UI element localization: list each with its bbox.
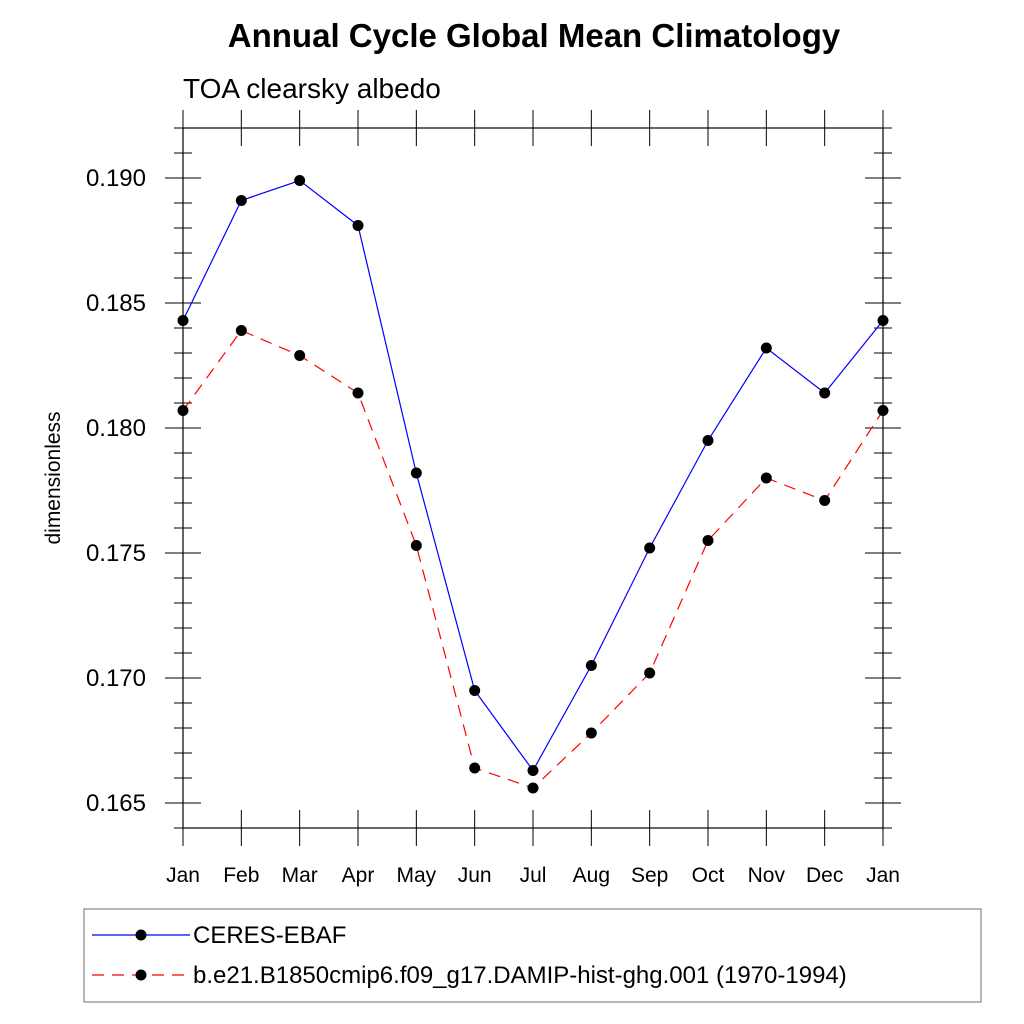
y-tick-label: 0.180 (86, 415, 146, 442)
series-layer (177, 175, 889, 794)
y-tick-labels: 0.165 0.170 0.175 0.180 0.185 0.190 (86, 165, 146, 817)
series-1-point (760, 472, 772, 484)
series-1-point (819, 495, 831, 506)
legend-marker-ceres (135, 929, 147, 941)
series-0-point (177, 315, 189, 326)
chart-title: Annual Cycle Global Mean Climatology (228, 17, 841, 54)
x-tick-label: Feb (223, 864, 259, 887)
x-tick-label: Aug (573, 864, 610, 887)
y-tick-label: 0.165 (86, 790, 146, 817)
x-tick-label: Mar (282, 864, 318, 887)
x-tick-label: Jan (166, 864, 200, 887)
x-tick-label: May (396, 864, 436, 887)
legend-marker-model (135, 969, 147, 981)
x-tick-label: Oct (692, 864, 725, 887)
series-1-point (527, 782, 539, 794)
series-line-1 (182, 329, 884, 789)
series-0-point (352, 220, 364, 231)
axis-ticks (165, 110, 901, 846)
series-line-0 (182, 179, 884, 772)
series-0-point (469, 685, 481, 696)
legend: CERES-EBAF b.e21.B1850cmip6.f09_g17.DAMI… (83, 908, 982, 1003)
series-0-point (294, 175, 306, 186)
series-0-point (877, 315, 889, 326)
series-1-point (644, 667, 656, 679)
series-1-point (177, 405, 189, 416)
series-0-point (235, 195, 247, 206)
x-tick-label: Dec (806, 864, 843, 887)
y-tick-label: 0.190 (86, 165, 146, 192)
x-tick-label: Jun (458, 864, 492, 887)
series-0-point (760, 342, 772, 354)
series-1-point (702, 535, 714, 546)
legend-box (83, 908, 982, 1003)
y-tick-label: 0.185 (86, 290, 146, 317)
legend-label-model: b.e21.B1850cmip6.f09_g17.DAMIP-hist-ghg.… (193, 962, 847, 989)
series-0-point (702, 435, 714, 446)
series-0-point (585, 660, 597, 671)
x-tick-label: Nov (748, 864, 786, 887)
series-1-point (294, 350, 306, 361)
legend-label-ceres: CERES-EBAF (193, 922, 346, 949)
plot-frame (182, 127, 884, 829)
series-1-point (585, 727, 597, 739)
chart-subtitle: TOA clearsky albedo (183, 73, 441, 104)
x-tick-label: Sep (631, 864, 668, 887)
x-tick-label: Jul (520, 864, 547, 887)
series-1-point (877, 405, 889, 416)
y-axis-label: dimensionless (42, 411, 65, 544)
x-tick-label: Jan (866, 864, 900, 887)
series-0-point (527, 765, 539, 776)
series-1-point (469, 762, 481, 774)
series-1-point (352, 387, 364, 399)
series-0-point (410, 467, 422, 479)
x-tick-label: Apr (342, 864, 375, 887)
series-0-point (644, 542, 656, 554)
series-1-point (410, 540, 422, 551)
x-tick-labels: Jan Feb Mar Apr May Jun Jul Aug Sep Oct Nov Dec Jan (166, 864, 900, 887)
series-0-point (819, 387, 831, 399)
series-1-point (235, 325, 247, 336)
y-tick-label: 0.175 (86, 540, 146, 567)
y-tick-label: 0.170 (86, 665, 146, 692)
